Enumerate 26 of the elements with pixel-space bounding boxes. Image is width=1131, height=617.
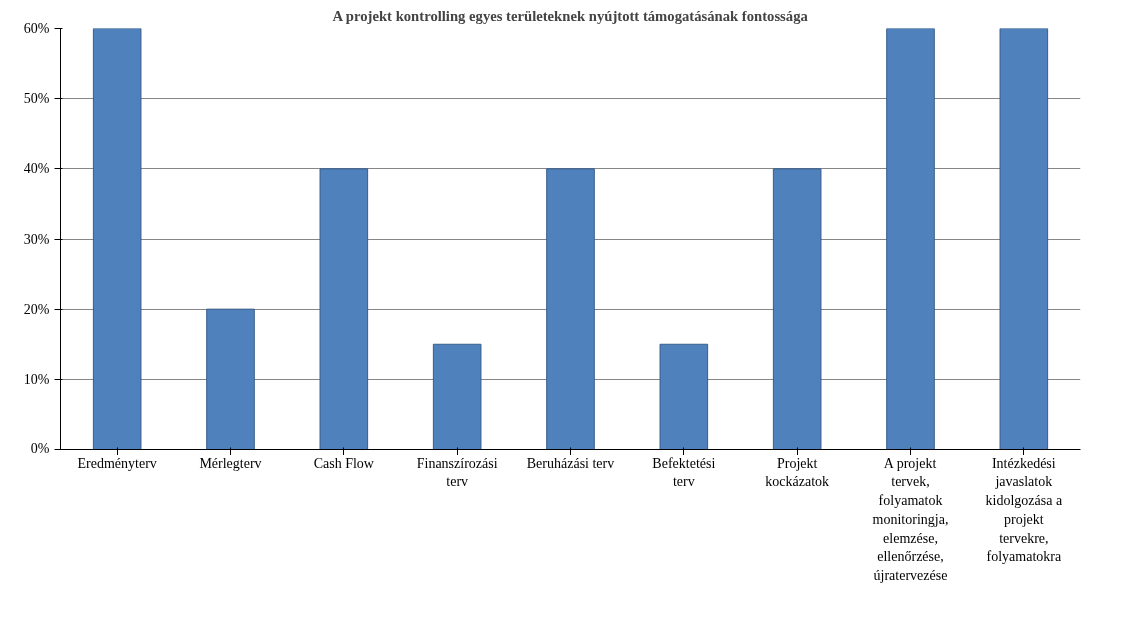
chart-title: A projekt kontrolling egyes területeknek nyújtott támogatásának fontossága <box>332 7 809 24</box>
bar <box>999 28 1049 450</box>
x-tick-label: Projekt kockázatok <box>765 455 830 490</box>
y-tick-label: 40% <box>23 161 50 177</box>
y-tick-label: 60% <box>23 21 50 36</box>
x-tick-label: A projekt tervek, folyamatok monitoringja, elemzése, ellenőrzése, újratervezése <box>872 455 949 583</box>
x-tick-label: Befektetési terv <box>652 455 716 490</box>
x-tick-label: Intézkedési javaslatok kidolgozása a projekt tervekre, folyamatokra <box>985 455 1063 565</box>
y-tick-label: 10% <box>23 371 50 387</box>
bar <box>206 308 255 450</box>
bar <box>546 168 595 450</box>
x-tick-label: Eredményterv <box>77 455 157 471</box>
bar <box>772 168 822 450</box>
y-tick-label: 20% <box>23 301 50 317</box>
y-tick-label: 30% <box>23 231 50 247</box>
bar <box>659 343 709 450</box>
y-tick-label: 0% <box>30 440 50 456</box>
bar <box>92 28 142 450</box>
x-tick-label: Cash Flow <box>313 455 375 471</box>
x-tick-label: Beruházási terv <box>526 455 615 471</box>
bar <box>432 343 482 450</box>
bar <box>319 168 369 450</box>
y-tick-label: 50% <box>23 91 50 107</box>
x-tick-label: Mérlegterv <box>199 455 262 471</box>
x-tick-label: Finanszírozási terv <box>416 455 498 490</box>
bar <box>886 28 935 450</box>
